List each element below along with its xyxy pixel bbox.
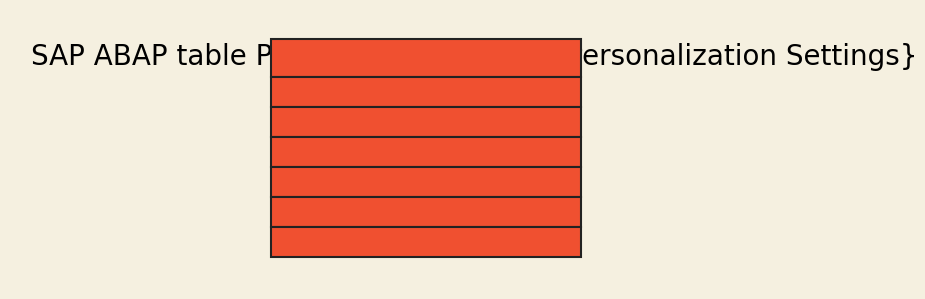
Text: [CHAR (12)]: [CHAR (12)] [352, 115, 458, 129]
Text: FIELD_NAME: FIELD_NAME [282, 234, 370, 250]
Text: [CLNT (3)]: [CLNT (3)] [327, 85, 423, 100]
Text: VIEW_NAME: VIEW_NAME [282, 174, 362, 190]
Text: [CHAR (30)]: [CHAR (30)] [344, 144, 449, 159]
Text: ELEMENT_ID: ELEMENT_ID [282, 204, 370, 220]
Text: POC_C_POC_PERSNL: POC_C_POC_PERSNL [352, 50, 499, 66]
Text: WD_COMP: WD_COMP [282, 144, 344, 160]
Text: MANDT: MANDT [282, 85, 327, 100]
Text: [CHAR (30)]: [CHAR (30)] [370, 205, 475, 219]
Text: [CHAR (60)]: [CHAR (60)] [370, 234, 475, 249]
Text: POC_USER: POC_USER [282, 114, 352, 130]
Text: SAP ABAP table POC_C_POC_PERSNL {Personalization Settings}: SAP ABAP table POC_C_POC_PERSNL {Persona… [31, 43, 918, 72]
Text: [CHAR (20)]: [CHAR (20)] [362, 175, 466, 190]
